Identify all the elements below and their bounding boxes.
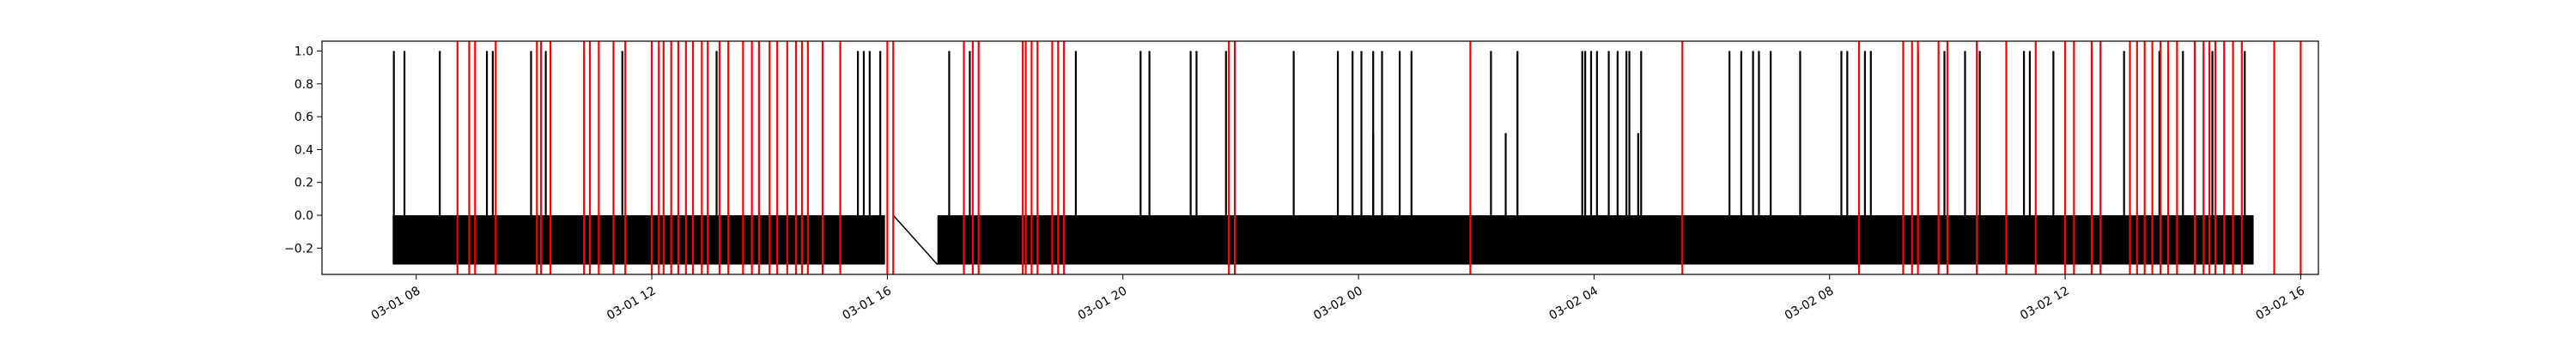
- y-tick-label: 1.0: [295, 45, 313, 58]
- red-line-layer: [456, 41, 2302, 274]
- y-tick-label: −0.2: [284, 242, 313, 256]
- series-transition-line: [892, 214, 939, 266]
- y-axis: 1.0 0.8 0.6 0.4 0.2 0.0 −0.2: [284, 45, 322, 256]
- y-tick-label: 0.4: [295, 143, 313, 157]
- series-band: [392, 215, 885, 265]
- plot-frame: [321, 40, 2319, 275]
- y-tick-label: 0.2: [295, 177, 313, 190]
- y-tick-label: 0.8: [295, 78, 313, 92]
- y-tick-label: 0.6: [295, 111, 313, 124]
- y-tick-label: 0.0: [295, 209, 313, 223]
- band-layer: [392, 214, 2254, 266]
- series-band: [937, 215, 2254, 265]
- spike-layer: [392, 51, 2246, 216]
